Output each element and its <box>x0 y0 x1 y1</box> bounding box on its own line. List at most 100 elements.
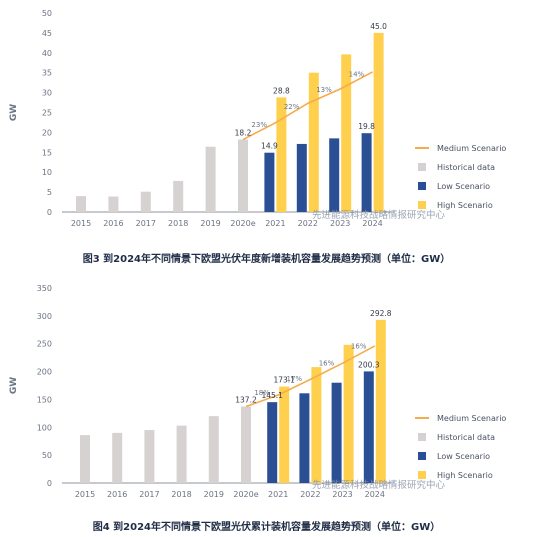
legend-swatch-low <box>418 182 426 190</box>
high-scenario-bar <box>343 344 354 483</box>
legend-label-historical: Historical data <box>437 163 495 172</box>
growth-rate-label: 23% <box>251 121 267 129</box>
historical-bar <box>112 432 123 483</box>
historical-bar <box>238 139 248 212</box>
y-tick-label: 40 <box>42 49 52 58</box>
y-tick-label: 250 <box>37 340 52 349</box>
y-axis-label: GW <box>9 104 19 121</box>
y-tick-label: 45 <box>42 29 52 38</box>
legend-label-historical: Historical data <box>437 433 495 442</box>
x-tick-label: 2022 <box>300 490 320 499</box>
low-scenario-bar <box>331 382 342 483</box>
x-tick-label: 2016 <box>107 490 127 499</box>
y-tick-label: 300 <box>37 312 52 321</box>
x-tick-label: 2018 <box>171 490 191 499</box>
growth-rate-label: 16% <box>351 343 367 351</box>
high-scenario-bar <box>276 97 287 212</box>
y-tick-label: 200 <box>37 368 52 377</box>
historical-bar <box>205 146 216 212</box>
high-scenario-bar <box>311 367 322 483</box>
y-tick-label: 100 <box>37 423 52 432</box>
x-tick-label: 2023 <box>332 490 352 499</box>
low-scenario-bar <box>329 138 340 212</box>
medium-scenario-line <box>245 345 376 408</box>
y-tick-label: 20 <box>42 128 52 137</box>
bar-value-label: 200.3 <box>358 360 380 369</box>
x-tick-label: 2020e <box>233 490 258 499</box>
legend-swatch-low <box>418 452 426 460</box>
high-scenario-bar <box>279 386 290 483</box>
x-tick-label: 2022 <box>298 219 318 228</box>
bar-value-label: 45.0 <box>370 22 387 31</box>
historical-bar <box>176 425 187 483</box>
x-tick-label: 2015 <box>71 219 91 228</box>
legend-swatch-high <box>418 201 426 209</box>
y-tick-label: 5 <box>47 188 52 197</box>
growth-rate-label: 14% <box>349 70 365 78</box>
bar-value-label: 137.2 <box>235 396 257 405</box>
chart-svg-annual: GW 0 5 10 15 20 25 30 35 40 45 50 2015 2016 2017 2018 20… <box>9 9 506 228</box>
y-axis-label: GW <box>9 377 19 394</box>
growth-rate-label: 17% <box>287 375 303 383</box>
x-tick-label: 2023 <box>330 219 350 228</box>
legend-label-high: High Scenario <box>437 471 493 480</box>
low-scenario-bar <box>299 393 310 483</box>
high-scenario-bar <box>308 72 319 212</box>
y-tick-label: 50 <box>42 9 52 18</box>
bar-value-label: 18.2 <box>235 129 252 138</box>
growth-rate-label: 16% <box>319 359 335 367</box>
y-tick-label: 25 <box>42 109 52 118</box>
x-tick-label: 2015 <box>75 490 95 499</box>
y-tick-label: 150 <box>37 395 52 404</box>
legend-label-medium: Medium Scenario <box>437 144 506 153</box>
historical-bar <box>108 196 119 212</box>
growth-rate-label: 22% <box>284 103 300 111</box>
bar-value-label: 28.8 <box>273 86 290 95</box>
figure-caption-cumulative: 图4 到2024年不同情景下欧盟光伏累计装机容量发展趋势预测（单位：GW） <box>92 522 441 533</box>
x-tick-label: 2021 <box>268 490 288 499</box>
y-tick-label: 50 <box>42 451 52 460</box>
bar-value-label: 292.8 <box>370 309 392 318</box>
x-tick-label: 2019 <box>200 219 220 228</box>
y-tick-label: 10 <box>42 168 52 177</box>
medium-scenario-line <box>242 71 373 141</box>
historical-bar <box>173 180 184 212</box>
legend-label-low: Low Scenario <box>437 452 490 461</box>
low-scenario-bar <box>363 371 374 483</box>
y-tick-label: 30 <box>42 89 52 98</box>
historical-bar <box>140 191 151 212</box>
low-scenario-bar <box>296 143 307 212</box>
chart-annual-new-capacity: GW 0 5 10 15 20 25 30 35 40 45 50 2015 2016 2017 2018 20… <box>0 0 533 250</box>
y-tick-label: 0 <box>47 208 52 217</box>
x-tick-label: 2017 <box>136 219 156 228</box>
historical-bar <box>241 406 251 483</box>
legend-label-low: Low Scenario <box>437 182 490 191</box>
x-tick-label: 2017 <box>139 490 159 499</box>
low-scenario-bar <box>361 133 372 212</box>
chart-svg-cumulative: GW 0 50 100 150 200 250 300 350 2015 2016 2017 2018 2… <box>9 284 506 499</box>
low-scenario-bar <box>264 152 275 212</box>
x-tick-label: 2020e <box>230 219 255 228</box>
legend-label-high: High Scenario <box>437 201 493 210</box>
growth-rate-label: 18% <box>254 389 270 397</box>
historical-bar <box>144 430 155 483</box>
x-tick-label: 2021 <box>265 219 285 228</box>
bar-value-label: 145.1 <box>261 391 283 400</box>
legend-label-medium: Medium Scenario <box>437 414 506 423</box>
y-tick-label: 35 <box>42 69 52 78</box>
growth-rate-label: 13% <box>316 86 332 94</box>
high-scenario-bar <box>341 54 352 212</box>
bar-value-label: 19.8 <box>358 122 375 131</box>
bar-value-label: 173.1 <box>273 376 295 385</box>
high-scenario-bar <box>373 32 384 213</box>
historical-bar <box>208 416 219 483</box>
y-tick-label: 15 <box>42 148 52 157</box>
legend-swatch-historical <box>418 163 426 171</box>
bar-value-label: 14.9 <box>261 142 278 151</box>
x-tick-label: 2024 <box>365 490 385 499</box>
watermark-text: 先进能源科技战略情报研究中心 <box>312 479 446 491</box>
watermark-text: 先进能源科技战略情报研究中心 <box>312 209 446 221</box>
y-tick-label: 350 <box>37 284 52 293</box>
x-tick-label: 2016 <box>103 219 123 228</box>
x-tick-label: 2018 <box>168 219 188 228</box>
